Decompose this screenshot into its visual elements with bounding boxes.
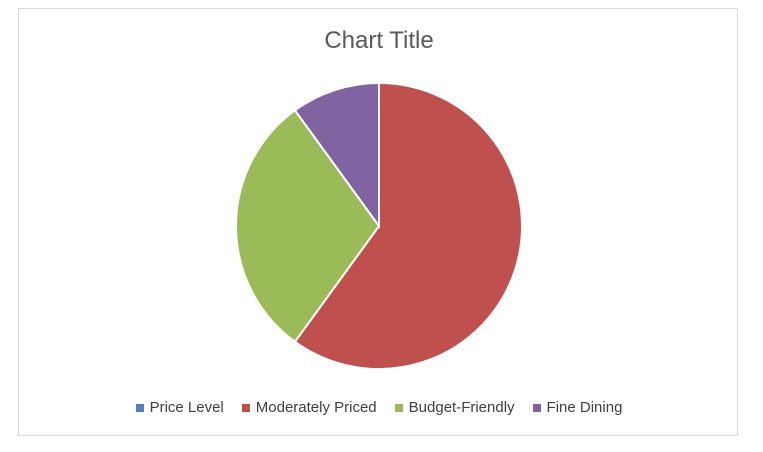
legend-swatch <box>532 403 541 412</box>
pie-slice-moderately-priced <box>293 81 523 370</box>
pie-slice-budget-friendly <box>235 108 381 344</box>
legend-item-fine-dining: Fine Dining <box>532 399 623 416</box>
legend-item-moderately-priced: Moderately Priced <box>241 399 377 416</box>
legend-item-budget-friendly: Budget-Friendly <box>394 399 515 416</box>
pie-slices <box>235 81 523 370</box>
legend-label: Budget-Friendly <box>408 399 515 416</box>
pie-slice-fine-dining <box>293 81 380 230</box>
legend-item-price-level: Price Level <box>135 399 224 416</box>
legend-label: Price Level <box>149 399 224 416</box>
legend-swatch <box>241 403 250 412</box>
chart-title: Chart Title <box>324 27 434 54</box>
legend-swatch <box>135 403 144 412</box>
legend-swatch <box>394 403 403 412</box>
chart-area: Chart Title Price Level Moderately Priced… <box>18 8 738 436</box>
pie-plot <box>235 81 523 370</box>
legend-label: Moderately Priced <box>255 399 377 416</box>
legend-label: Fine Dining <box>546 399 623 416</box>
chart-legend: Price Level Moderately Priced Budget-Frien… <box>19 399 739 416</box>
